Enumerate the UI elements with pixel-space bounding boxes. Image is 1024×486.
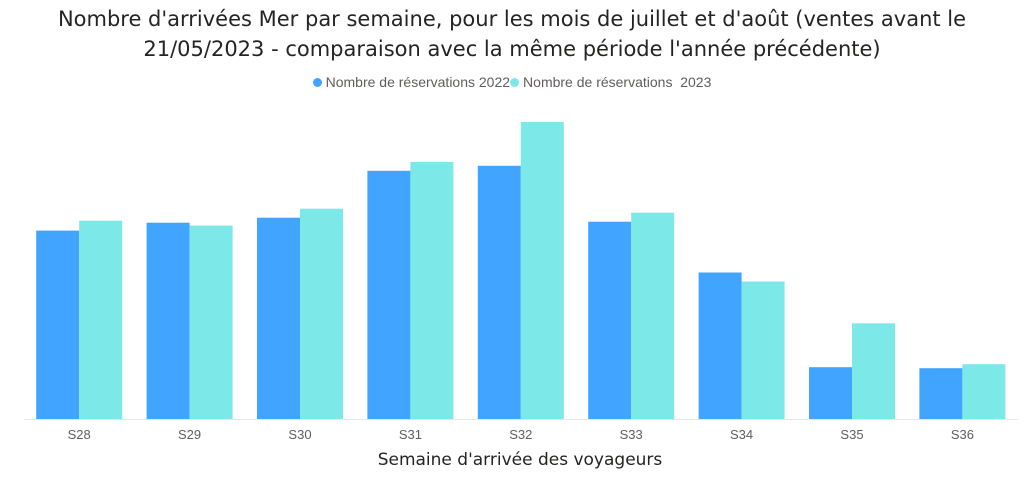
bar-2022-s32[interactable] (477, 165, 521, 419)
bar-2023-s30[interactable] (300, 208, 343, 419)
bar-2023-s34[interactable] (741, 281, 785, 420)
legend-marker-2022 (312, 77, 322, 87)
bar-2023-s36[interactable] (962, 364, 1006, 419)
bar-2023-s31[interactable] (410, 161, 454, 419)
x-tick-label-s29: S29 (178, 427, 201, 442)
bar-2023-s29[interactable] (189, 225, 233, 419)
chart-title-line-1: Nombre d'arrivées Mer par semaine, pour … (57, 7, 967, 31)
x-tick-label-s32: S32 (509, 427, 532, 442)
x-tick-label-s30: S30 (288, 427, 311, 442)
bar-2022-s33[interactable] (588, 221, 632, 419)
x-tick-label-s33: S33 (620, 427, 643, 442)
bar-2022-s35[interactable] (809, 367, 852, 419)
legend-label-2022: Nombre de réservations 2022 (325, 74, 511, 90)
bar-2022-s34[interactable] (698, 272, 742, 420)
legend-marker-2023 (510, 77, 520, 87)
chart-title-line-2: 21/05/2023 - comparaison avec la même pé… (143, 37, 881, 61)
chart-title: Nombre d'arrivées Mer par semaine, pour … (0, 4, 1024, 64)
bar-2022-s28[interactable] (36, 230, 80, 419)
bar-2023-s28[interactable] (79, 220, 123, 419)
legend-item-2022[interactable]: Nombre de réservations 2022 (312, 74, 511, 90)
x-tick-label-s28: S28 (68, 427, 91, 442)
x-axis-title: Semaine d'arrivée des voyageurs (377, 450, 663, 470)
bar-2022-s31[interactable] (367, 170, 411, 419)
bar-2023-s33[interactable] (631, 212, 675, 419)
x-tick-label-s31: S31 (399, 427, 422, 442)
x-tick-label-s34: S34 (730, 427, 753, 442)
legend-item-2023[interactable]: Nombre de réservations 2023 (510, 74, 711, 90)
x-tick-label-s35: S35 (840, 427, 863, 442)
bar-2022-s36[interactable] (919, 368, 963, 419)
legend: Nombre de réservations 2022 Nombre de ré… (0, 74, 1024, 90)
x-tick-label-s36: S36 (951, 427, 974, 442)
bar-2022-s29[interactable] (146, 222, 190, 419)
bar-2023-s32[interactable] (520, 122, 564, 419)
legend-label-2023: Nombre de réservations 2023 (523, 74, 712, 90)
bar-2022-s30[interactable] (257, 217, 300, 419)
bar-2023-s35[interactable] (852, 323, 895, 419)
